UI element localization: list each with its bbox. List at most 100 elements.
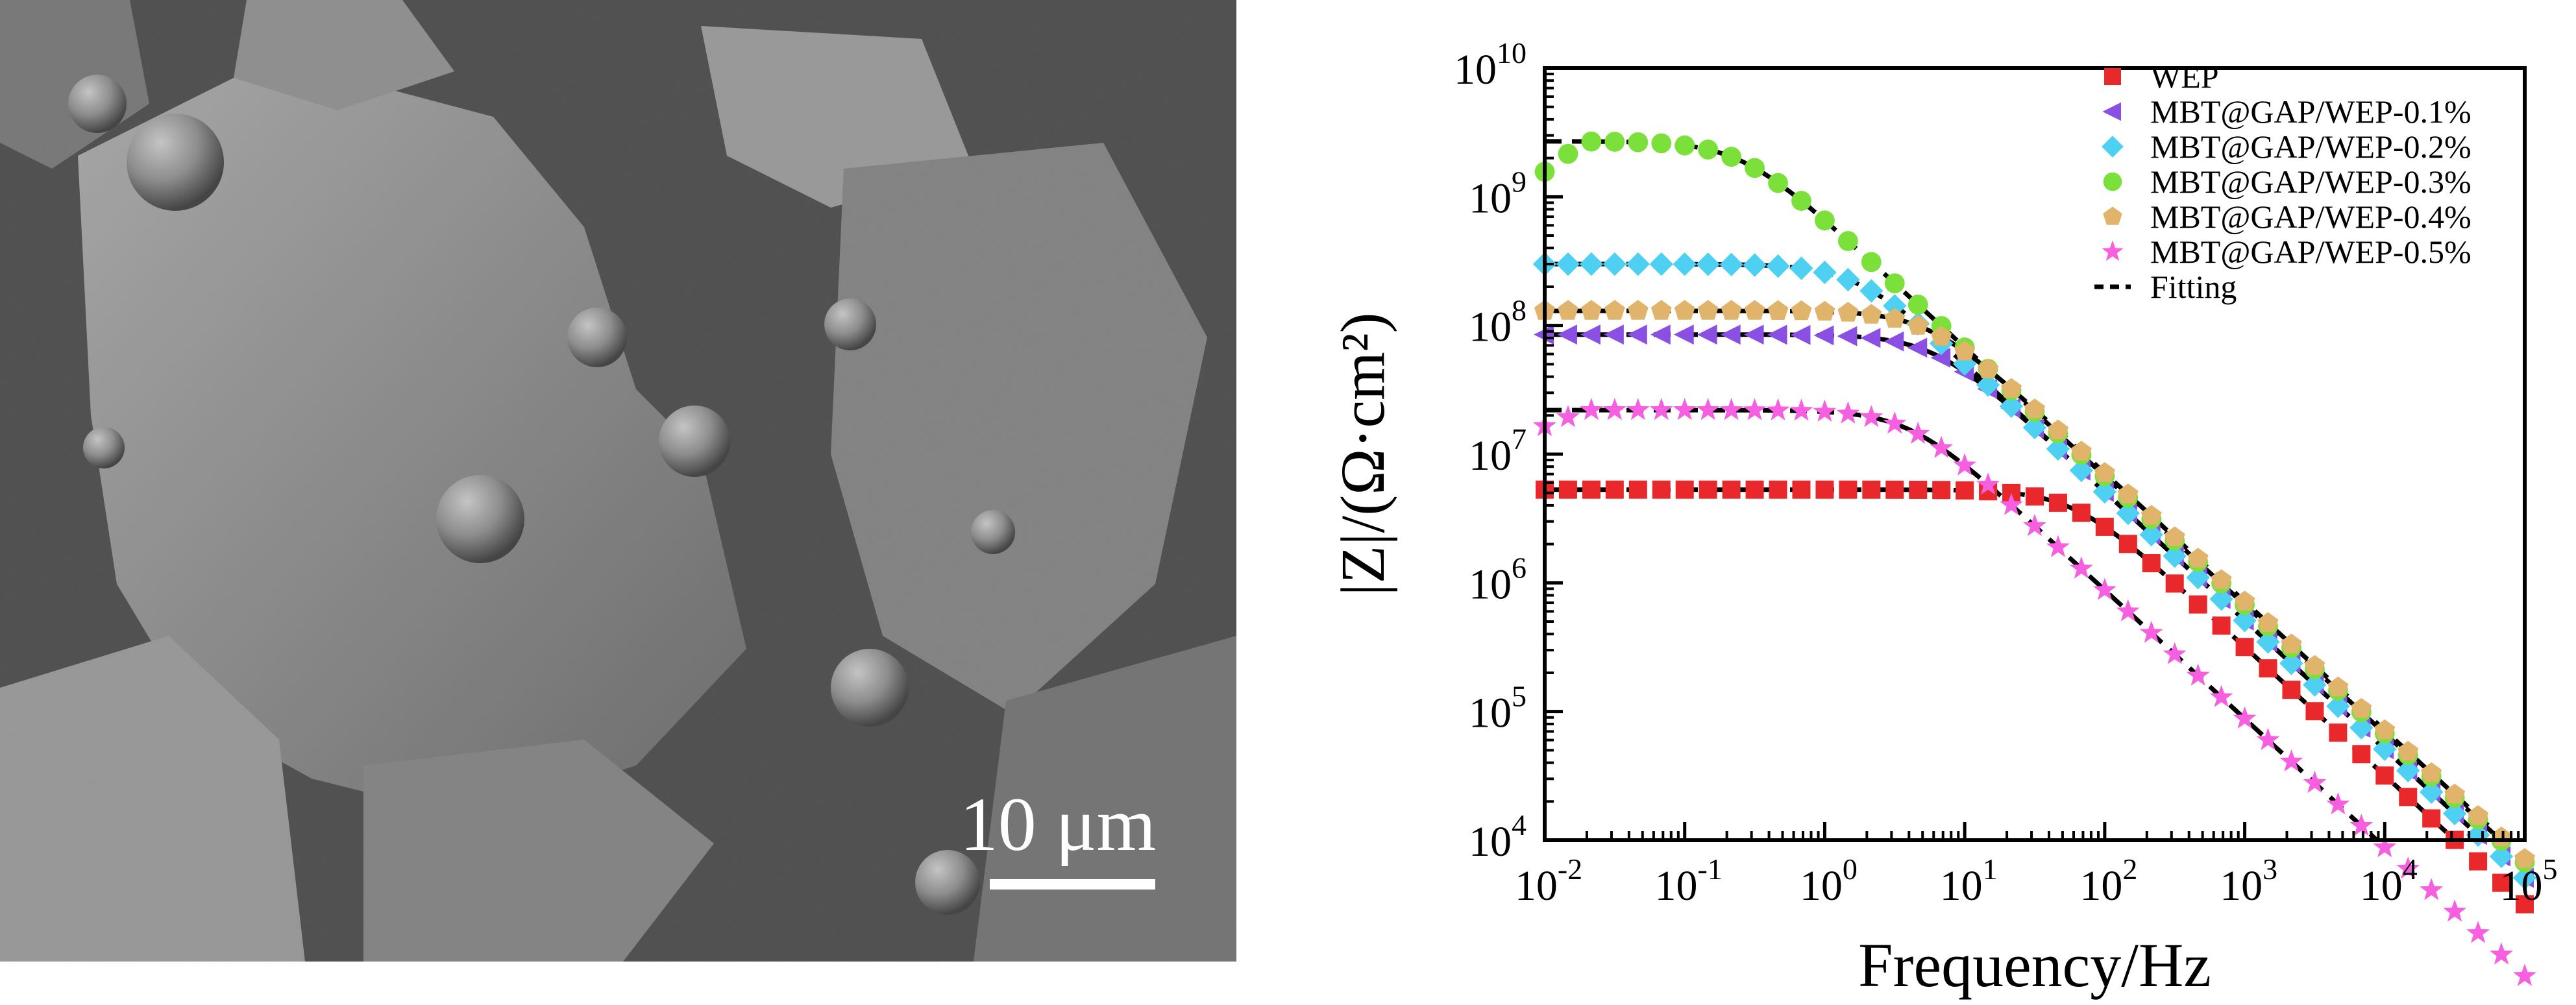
data-point bbox=[1652, 480, 1671, 499]
data-point bbox=[1743, 398, 1767, 420]
data-point bbox=[2327, 676, 2349, 696]
data-point bbox=[1792, 480, 1811, 499]
data-point bbox=[2443, 899, 2467, 922]
data-point bbox=[1580, 324, 1601, 345]
legend-label: MBT@GAP/WEP-0.3% bbox=[2150, 163, 2472, 200]
data-point bbox=[1558, 143, 1578, 164]
y-axis-label: |Z|/(Ω·cm²) bbox=[1328, 312, 1397, 596]
data-point bbox=[2072, 503, 2091, 522]
data-point bbox=[1558, 300, 1578, 320]
data-point bbox=[2141, 505, 2162, 525]
data-point bbox=[1581, 131, 1602, 152]
scale-bar: 10 μm bbox=[960, 782, 1156, 890]
legend: WEPMBT@GAP/WEP-0.1%MBT@GAP/WEP-0.2%MBT@G… bbox=[2094, 58, 2472, 305]
data-point bbox=[2374, 719, 2396, 740]
legend-label: WEP bbox=[2150, 58, 2219, 95]
data-point bbox=[1626, 252, 1650, 276]
data-point bbox=[2514, 848, 2535, 868]
data-point bbox=[2233, 609, 2257, 633]
data-point bbox=[1719, 252, 1743, 276]
data-point bbox=[2329, 723, 2348, 742]
x-tick-label: 10-1 bbox=[1655, 853, 1723, 910]
data-point bbox=[2209, 684, 2233, 707]
data-point bbox=[2139, 522, 2163, 547]
data-point bbox=[2396, 758, 2420, 782]
data-point bbox=[2469, 852, 2488, 871]
data-point bbox=[2048, 419, 2068, 439]
legend-label: MBT@GAP/WEP-0.2% bbox=[2150, 128, 2472, 165]
axis-ticks bbox=[1543, 66, 2527, 842]
legend-marker bbox=[2103, 206, 2122, 225]
data-point bbox=[1628, 132, 1649, 152]
data-point bbox=[2279, 651, 2303, 675]
data-point bbox=[2256, 727, 2280, 750]
data-point bbox=[1722, 480, 1741, 499]
data-point bbox=[1675, 480, 1694, 499]
data-point bbox=[2466, 921, 2490, 943]
data-point bbox=[2000, 492, 2023, 515]
x-tick-label: 104 bbox=[2360, 853, 2418, 910]
sem-micrograph: 10 μm bbox=[0, 0, 1236, 962]
legend-marker bbox=[2103, 172, 2122, 191]
data-point bbox=[2442, 801, 2467, 826]
series-points bbox=[1534, 300, 2535, 868]
y-tick-label: 1010 bbox=[1454, 36, 1527, 93]
fitting-curve bbox=[1545, 261, 2488, 840]
data-point bbox=[2142, 554, 2161, 573]
data-point bbox=[1999, 394, 2024, 418]
data-point bbox=[2186, 663, 2210, 686]
data-point bbox=[2235, 638, 2254, 657]
data-point bbox=[2259, 659, 2277, 678]
data-point bbox=[1556, 405, 1580, 428]
data-point bbox=[2304, 655, 2325, 675]
data-point bbox=[1744, 300, 1765, 320]
data-point bbox=[1767, 300, 1789, 320]
data-point bbox=[2444, 783, 2466, 804]
data-point bbox=[2282, 681, 2301, 699]
data-point bbox=[1721, 147, 1742, 167]
y-tick-label: 108 bbox=[1469, 294, 1527, 351]
data-point bbox=[1883, 294, 1907, 318]
x-tick-label: 102 bbox=[2079, 853, 2137, 910]
data-point bbox=[2233, 706, 2257, 729]
data-point bbox=[2211, 569, 2232, 589]
data-point bbox=[1861, 304, 1882, 324]
data-point bbox=[1815, 480, 1834, 499]
data-point bbox=[1954, 341, 1976, 361]
data-point bbox=[1883, 331, 1904, 352]
data-point bbox=[1836, 401, 1860, 424]
data-point bbox=[1673, 252, 1697, 276]
data-point bbox=[1627, 300, 1649, 320]
data-point bbox=[1673, 324, 1694, 345]
data-point bbox=[1766, 254, 1790, 278]
data-point bbox=[2326, 792, 2350, 815]
legend-label: Fitting bbox=[2150, 269, 2237, 305]
data-point bbox=[1907, 337, 1928, 358]
data-point bbox=[1839, 480, 1858, 499]
data-point bbox=[2116, 501, 2141, 526]
data-point bbox=[1884, 273, 1905, 294]
data-point bbox=[2048, 493, 2067, 512]
data-point bbox=[1978, 358, 1999, 378]
data-point bbox=[1649, 252, 1673, 276]
data-point bbox=[2256, 630, 2280, 654]
data-point bbox=[1883, 411, 1907, 434]
data-point bbox=[2373, 737, 2397, 761]
data-point bbox=[1604, 132, 1625, 152]
data-point bbox=[1932, 481, 1951, 500]
data-point bbox=[2398, 740, 2419, 761]
data-point bbox=[2257, 612, 2279, 632]
data-point bbox=[2095, 517, 2114, 536]
data-point bbox=[1651, 133, 1672, 154]
data-point bbox=[1956, 481, 1974, 500]
data-point bbox=[2468, 805, 2489, 825]
data-point bbox=[1649, 398, 1673, 420]
data-point bbox=[1885, 480, 1904, 499]
data-point bbox=[2352, 745, 2371, 764]
data-point bbox=[1626, 398, 1650, 420]
data-point bbox=[2163, 642, 2187, 664]
data-point bbox=[1907, 315, 1929, 335]
data-point bbox=[1580, 300, 1602, 320]
data-point bbox=[2421, 762, 2442, 782]
data-point bbox=[1859, 279, 1883, 303]
